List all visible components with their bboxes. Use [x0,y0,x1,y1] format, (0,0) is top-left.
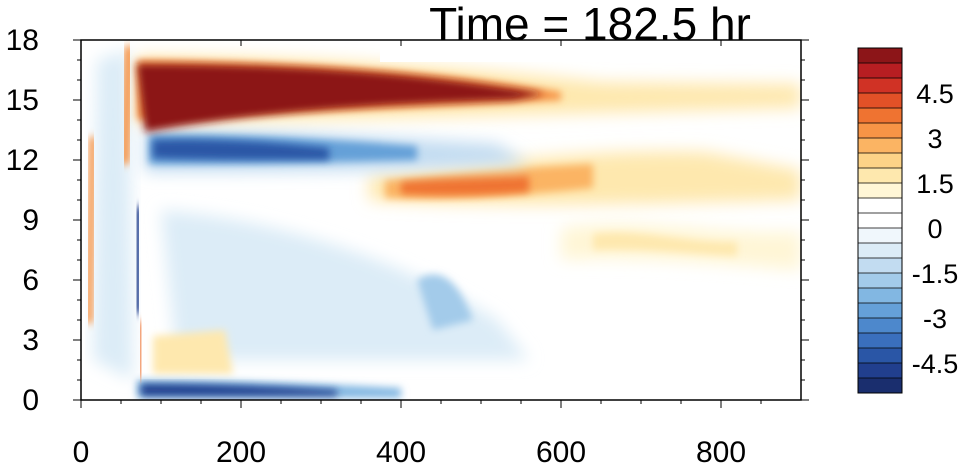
y-tick-label: 12 [6,144,39,177]
colorbar-swatch [858,153,902,169]
colorbar-swatch [858,198,902,214]
x-axis: 0 200 400 600 800 [73,40,762,469]
colorbar-swatch [858,363,902,379]
y-tick-label: 3 [22,324,39,357]
warm-band-core [401,176,529,196]
colorbar-swatch [858,138,902,154]
y-tick-label: 0 [22,384,39,417]
colorbar-label: 0 [927,214,942,244]
colorbar-swatch [858,288,902,304]
left-warm-column [85,136,97,324]
colorbar-swatch [858,333,902,349]
x-tick-label: 400 [376,436,426,469]
colorbar-label: -4.5 [912,349,959,379]
colorbar-label: -3 [923,304,947,334]
colorbar-swatch [858,273,902,289]
x-tick-label: 200 [216,436,266,469]
colorbar-swatch [858,78,902,94]
x-tick-label: 0 [73,436,90,469]
title-box [380,0,800,62]
weak-warm-core [593,232,737,256]
front-cold-mid [132,205,144,315]
colorbar-label: 1.5 [916,169,954,199]
colorbar-swatch [858,303,902,319]
front-warm-upper [120,45,134,165]
colorbar-swatch [858,243,902,259]
cold-spot [417,274,473,330]
colorbar-swatch [858,93,902,109]
colorbar: 4.5 3 1.5 0 -1.5 -3 -4.5 [857,47,959,394]
colorbar-swatch [858,213,902,229]
colorbar-swatch [858,348,902,364]
upper-warm-core [137,64,545,132]
y-tick-label: 18 [6,24,39,57]
colorbar-label: 4.5 [916,79,954,109]
heatmap-field [85,45,801,398]
low-warm-patch [153,330,233,374]
y-axis: 0 3 6 9 12 15 18 [6,24,809,417]
colorbar-label: 3 [927,124,942,154]
x-tick-label: 600 [536,436,586,469]
x-tick-label: 800 [696,436,746,469]
colorbar-swatch [858,168,902,184]
colorbar-swatch [858,378,902,394]
colorbar-swatch [858,108,902,124]
colorbar-frame [857,47,903,394]
colorbar-swatch [858,228,902,244]
y-tick-label: 6 [22,264,39,297]
chart-title: Time = 182.5 hr [429,0,751,50]
colorbar-swatch [858,318,902,334]
y-tick-label: 15 [6,84,39,117]
colorbar-swatch [858,258,902,274]
colorbar-label: -1.5 [912,259,959,289]
colorbar-swatch [858,123,902,139]
surface-cold-core [141,384,337,396]
colorbar-swatch [858,183,902,199]
colorbar-swatch [858,63,902,79]
colorbar-swatch [858,48,902,64]
y-tick-label: 9 [22,204,39,237]
front-warm-low [136,320,145,380]
cold-band-core [153,139,329,160]
